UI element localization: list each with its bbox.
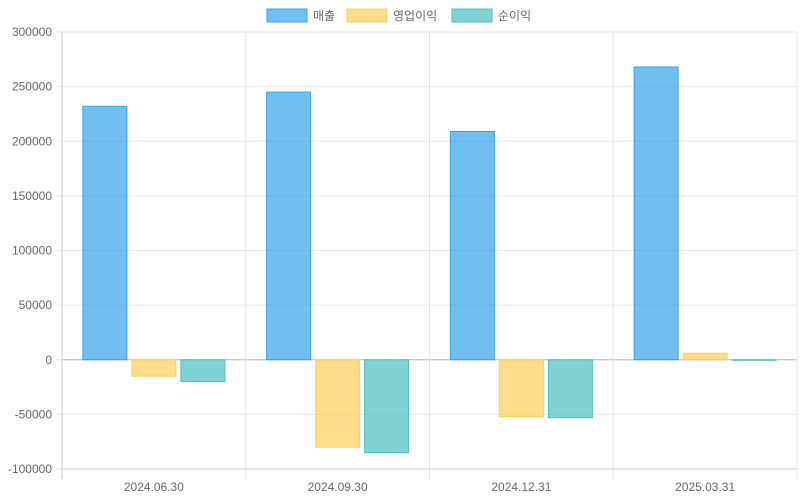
bar-1-1[interactable]	[82, 105, 128, 361]
x-tick-label: 2025.03.31	[675, 480, 735, 494]
legend-label: 영업이익	[393, 9, 437, 23]
y-tick-label: 200000	[12, 134, 52, 148]
legend-swatch	[346, 8, 388, 23]
x-tick-label: 2024.09.30	[308, 480, 368, 494]
bar-3-4[interactable]	[731, 359, 777, 361]
legend: 매출 영업이익 순이익	[266, 8, 531, 23]
y-tick-label: 0	[45, 353, 52, 367]
x-tick-label: 2024.12.31	[491, 480, 551, 494]
bar-1-3[interactable]	[449, 130, 495, 361]
bar-3-3[interactable]	[547, 359, 593, 419]
bars	[82, 66, 777, 454]
y-tick-label: 300000	[12, 25, 52, 39]
legend-item-2[interactable]: 영업이익	[346, 8, 437, 23]
y-tick-label: 50000	[19, 298, 53, 312]
legend-item-3[interactable]: 순이익	[451, 8, 531, 23]
bar-1-4[interactable]	[633, 66, 679, 361]
legend-item-1[interactable]: 매출	[266, 8, 335, 23]
legend-swatch	[266, 8, 308, 23]
legend-label: 순이익	[498, 9, 531, 23]
y-tick-label: -50000	[15, 407, 53, 421]
bar-2-4[interactable]	[682, 352, 728, 361]
axes: 300000 250000 200000 150000 100000 50000 0 -500…	[8, 25, 797, 494]
y-tick-label: 100000	[12, 244, 52, 258]
y-tick-label: 150000	[12, 189, 52, 203]
bar-1-2[interactable]	[266, 91, 312, 361]
bar-2-2[interactable]	[315, 359, 361, 448]
bar-3-1[interactable]	[180, 359, 226, 383]
y-tick-label: -100000	[8, 462, 52, 476]
legend-label: 매출	[313, 9, 335, 23]
bar-2-1[interactable]	[131, 359, 177, 377]
x-tick-label: 2024.06.30	[124, 480, 184, 494]
legend-swatch	[451, 8, 493, 23]
bar-3-2[interactable]	[364, 359, 410, 454]
y-tick-label: 250000	[12, 80, 52, 94]
bar-2-3[interactable]	[498, 359, 544, 418]
grid-lines	[61, 31, 798, 479]
